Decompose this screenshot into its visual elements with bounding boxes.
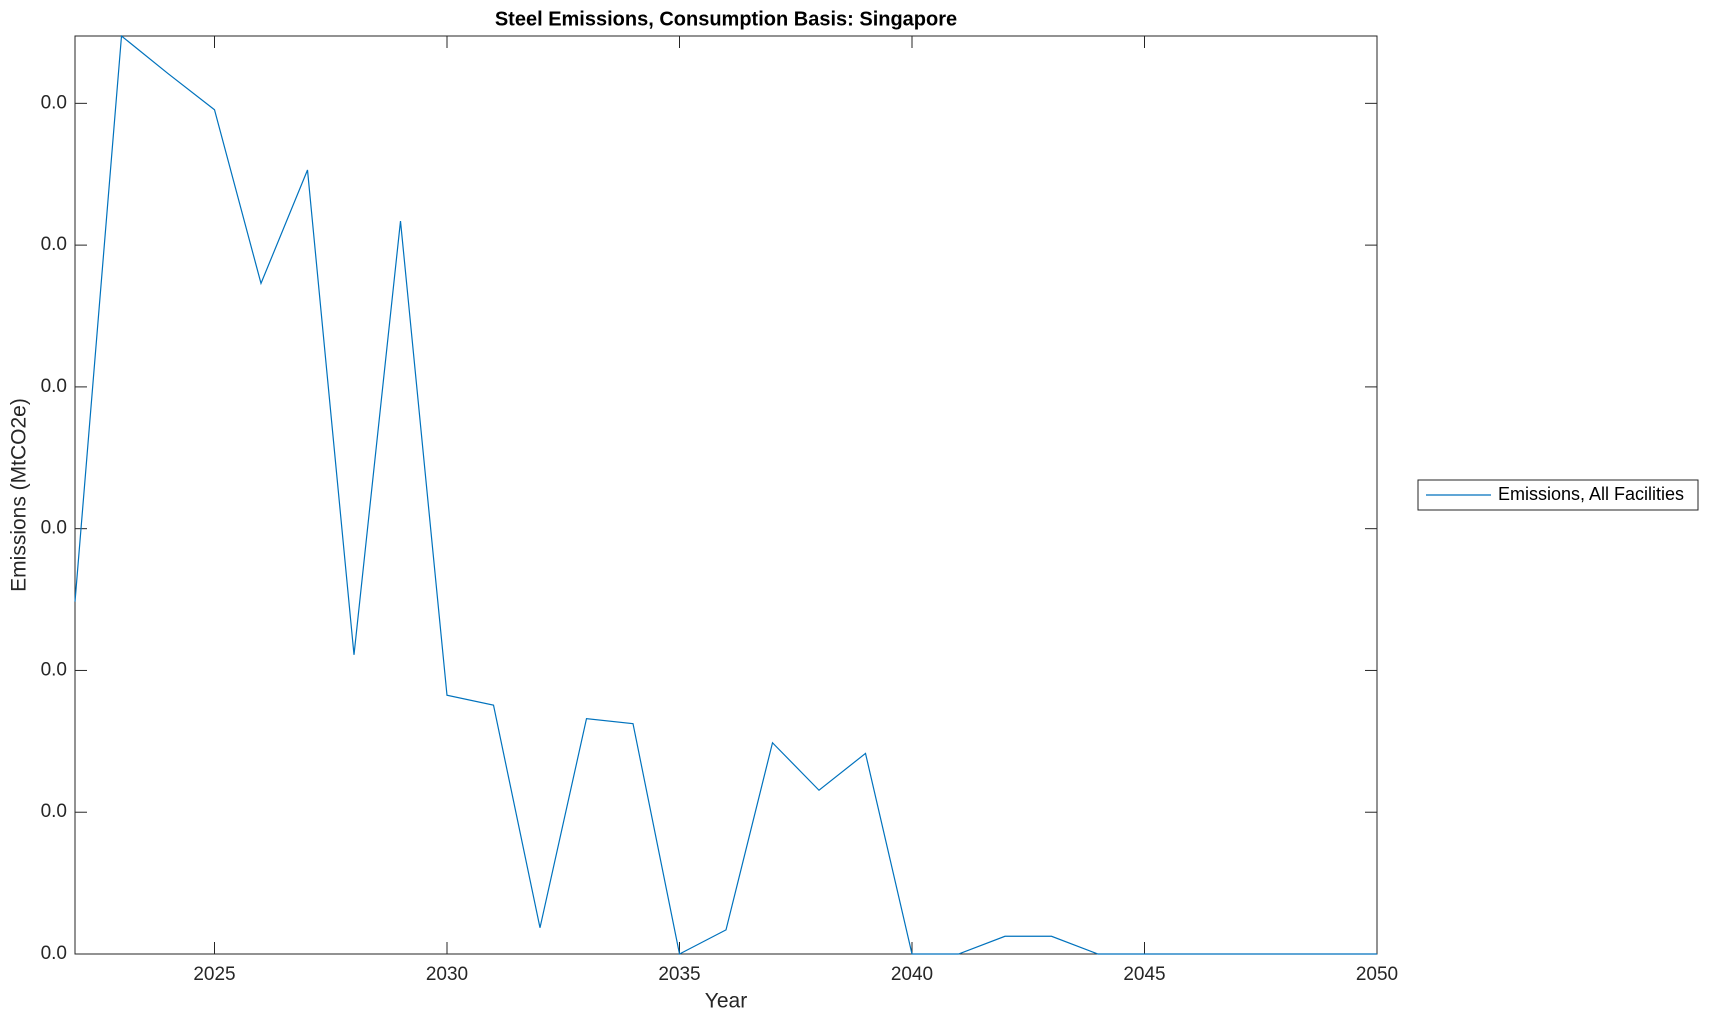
- y-tick-label: 0.0: [41, 801, 67, 822]
- x-axis-label: Year: [705, 990, 747, 1013]
- x-tick-label: 2045: [1123, 964, 1165, 985]
- x-tick-label: 2035: [658, 964, 700, 985]
- data-line: [74, 34, 1377, 955]
- x-tick-label: 2025: [193, 964, 235, 985]
- y-tick-label: 0.0: [41, 92, 67, 113]
- x-tick-label: 2040: [891, 964, 933, 985]
- y-tick-label: 0.0: [41, 943, 67, 964]
- x-tick-label: 2030: [426, 964, 468, 985]
- plot-box: [74, 35, 1378, 955]
- chart-title: Steel Emissions, Consumption Basis: Sing…: [495, 8, 957, 30]
- y-axis-label: Emissions (MtCO2e): [8, 398, 31, 592]
- y-tick-label: 0.0: [41, 376, 67, 397]
- legend-label: Emissions, All Facilities: [1498, 484, 1684, 504]
- x-tick-label: 2050: [1356, 964, 1398, 985]
- y-tick-label: 0.0: [41, 518, 67, 539]
- y-tick-label: 0.0: [41, 234, 67, 255]
- y-tick-label: 0.0: [41, 659, 67, 680]
